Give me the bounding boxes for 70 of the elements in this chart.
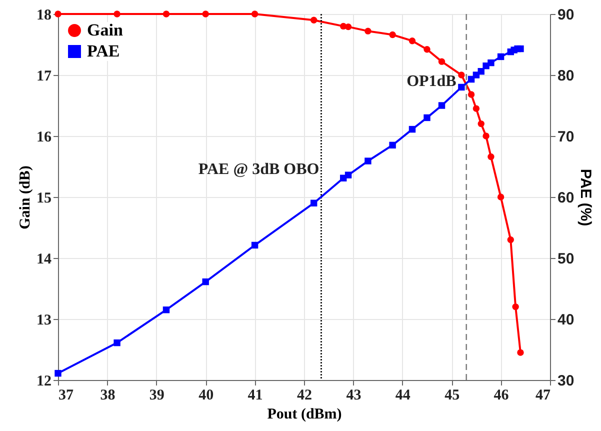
y-tick-label: 12	[36, 374, 52, 390]
x-tick-label: 44	[395, 388, 411, 404]
x-axis-title: Pout (dBm)	[267, 406, 342, 422]
point	[310, 200, 318, 206]
point	[478, 120, 484, 128]
x-tick-label: 47	[536, 388, 551, 404]
y2-tick-label: 60	[558, 190, 574, 206]
point	[344, 172, 352, 178]
point	[488, 59, 494, 66]
point	[202, 278, 209, 286]
y2-tick-label: 50	[558, 250, 574, 268]
point	[114, 10, 120, 18]
x-tick-label: 40	[198, 388, 214, 404]
y-tick-label: 14	[36, 252, 52, 268]
x-tick-label: 39	[149, 388, 164, 404]
x-tick-label: 38	[100, 388, 116, 404]
annotation: OP1dB	[406, 73, 457, 90]
y2-tick-label: 30	[558, 372, 574, 390]
point	[458, 72, 465, 78]
y2-tick-label: 40	[558, 312, 574, 328]
y-tick-label: 15	[36, 190, 52, 206]
point	[424, 114, 430, 122]
x-tick-label: 41	[248, 388, 263, 404]
y2-tick-label: 80	[558, 68, 574, 84]
point	[438, 102, 446, 109]
point	[488, 153, 494, 160]
point	[251, 10, 258, 18]
x-tick-label: 37	[58, 388, 74, 404]
point	[458, 84, 465, 91]
legend-label: PAE	[87, 42, 120, 60]
point	[54, 370, 62, 377]
annotation: PAE @ 3dB OBO	[198, 161, 320, 178]
y-tick-label: 16	[36, 130, 52, 146]
x-tick-label: 43	[346, 388, 362, 404]
point	[468, 91, 475, 98]
y-tick-label: 17	[36, 68, 52, 84]
x-tick-label: 45	[444, 388, 460, 404]
y-tick-label: 18	[36, 8, 52, 24]
point	[408, 126, 416, 133]
point	[202, 10, 209, 18]
point	[408, 37, 416, 44]
point	[517, 349, 524, 356]
point	[310, 16, 318, 24]
x-tick-label: 42	[297, 388, 312, 404]
y2-tick-label: 70	[558, 128, 574, 146]
point	[389, 142, 396, 149]
point	[438, 58, 446, 65]
y2-axis-title: PAE (%)	[577, 168, 594, 226]
point	[364, 28, 372, 34]
point	[162, 306, 170, 314]
point	[114, 339, 120, 346]
legend-label: Gain	[87, 20, 124, 40]
point	[497, 53, 504, 60]
point	[497, 194, 504, 200]
point	[364, 158, 372, 164]
point	[251, 242, 258, 249]
point	[482, 132, 490, 140]
point	[472, 105, 480, 112]
point	[162, 10, 170, 18]
point	[472, 72, 480, 78]
point	[344, 23, 352, 30]
point	[517, 45, 524, 52]
point	[512, 303, 519, 310]
point	[507, 236, 514, 244]
y2-tick-label: 90	[558, 6, 574, 24]
point	[389, 31, 396, 38]
y-axis-title: Gain (dB)	[18, 166, 34, 230]
y-tick-label: 13	[36, 312, 52, 328]
point	[424, 46, 430, 53]
x-tick-label: 46	[494, 388, 510, 404]
